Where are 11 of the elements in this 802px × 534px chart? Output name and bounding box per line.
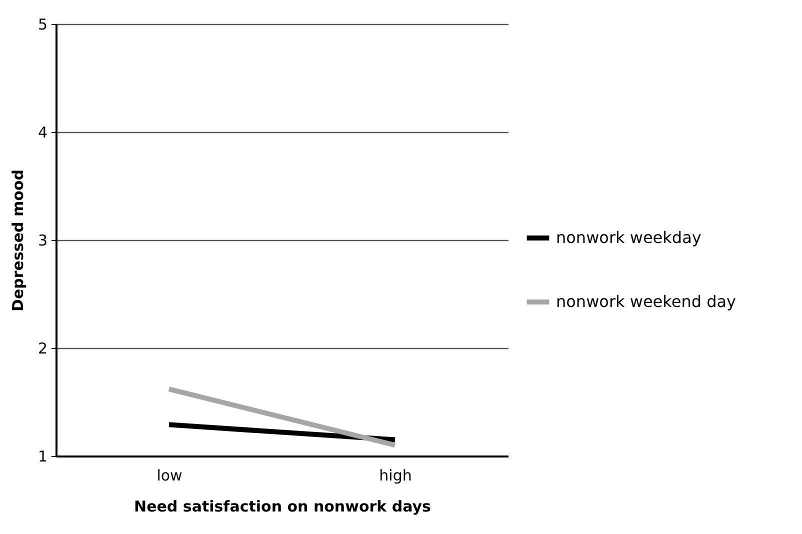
legend-label: nonwork weekday — [556, 228, 702, 247]
legend-label: nonwork weekend day — [556, 292, 736, 311]
x-tick-label: low — [156, 466, 182, 484]
y-tick-label: 3 — [38, 232, 48, 250]
y-tick-label: 5 — [38, 16, 48, 34]
y-tick-label: 1 — [38, 448, 48, 466]
y-tick-label: 2 — [38, 340, 48, 358]
y-axis-title: Depressed mood — [8, 170, 27, 312]
x-axis-title: Need satisfaction on nonwork days — [134, 498, 432, 516]
y-tick-label: 4 — [38, 124, 48, 142]
x-tick-label: high — [379, 466, 412, 484]
